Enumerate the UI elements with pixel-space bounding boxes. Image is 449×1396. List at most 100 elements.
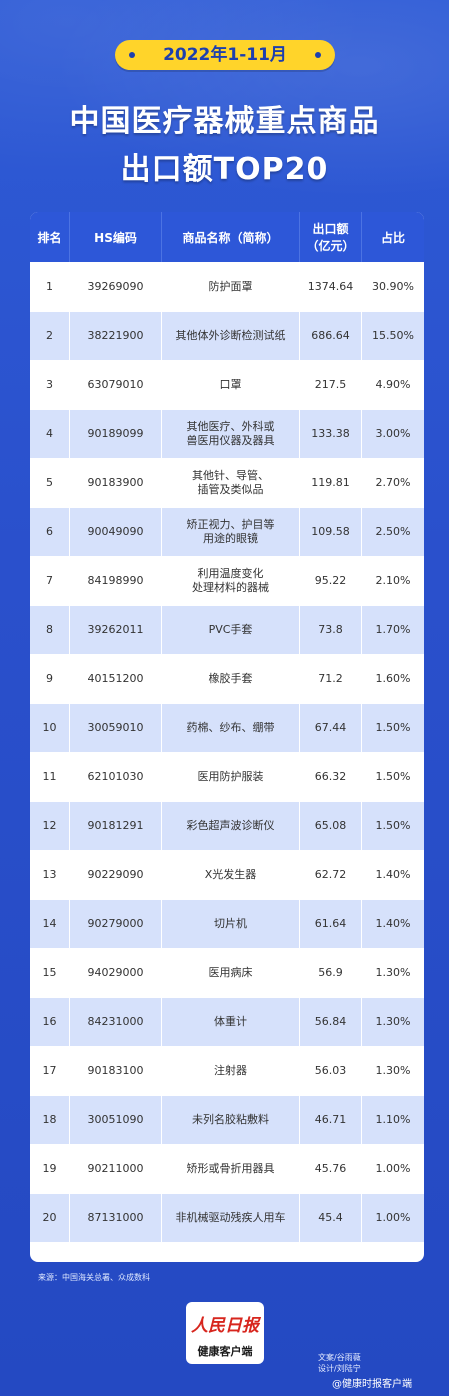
export-amount-cell: 217.5 <box>300 360 362 409</box>
table-row: 1 39269090 防护面罩 1374.64 30.90% <box>30 262 424 311</box>
share-cell: 1.70% <box>362 605 424 654</box>
credit-designer: 设计/刘陆宁 <box>318 1364 361 1373</box>
table-row: 10 30059010 药棉、纱布、绷带 67.44 1.50% <box>30 703 424 752</box>
credit-writer: 文案/谷雨薇 <box>318 1353 361 1362</box>
rank-cell: 7 <box>30 556 70 605</box>
table-row: 8 39262011 PVC手套 73.8 1.70% <box>30 605 424 654</box>
table-card: 排名 HS编码 商品名称（简称） 出口额 （亿元） 占比 1 39269090 防护面罩 13… <box>30 212 424 1262</box>
table-row: 5 90183900 其他针、导管、 插管及类似品 119.81 2.70% <box>30 458 424 507</box>
rank-cell: 10 <box>30 703 70 752</box>
table-row: 3 63079010 口罩 217.5 4.90% <box>30 360 424 409</box>
rank-cell: 13 <box>30 850 70 899</box>
product-name-cell: 未列名胶粘敷料 <box>162 1095 300 1144</box>
rank-cell: 19 <box>30 1144 70 1193</box>
table-row: 13 90229090 X光发生器 62.72 1.40% <box>30 850 424 899</box>
rank-cell: 16 <box>30 997 70 1046</box>
hs-code-cell: 40151200 <box>70 654 162 703</box>
source-note: 来源：中国海关总署、众成数科 <box>38 1273 150 1282</box>
hs-code-cell: 87131000 <box>70 1193 162 1242</box>
pill-dot-left <box>129 52 135 58</box>
table-row: 15 94029000 医用病床 56.9 1.30% <box>30 948 424 997</box>
rank-cell: 20 <box>30 1193 70 1242</box>
hs-code-cell: 39269090 <box>70 262 162 311</box>
logo-wordmark: 人民日报 <box>191 1316 259 1336</box>
rank-cell: 14 <box>30 899 70 948</box>
pill-dot-right <box>315 52 321 58</box>
table-row: 11 62101030 医用防护服装 66.32 1.50% <box>30 752 424 801</box>
export-amount-cell: 686.64 <box>300 311 362 360</box>
rank-cell: 17 <box>30 1046 70 1095</box>
rank-cell: 6 <box>30 507 70 556</box>
hs-code-cell: 38221900 <box>70 311 162 360</box>
rank-cell: 18 <box>30 1095 70 1144</box>
background-decoration <box>0 0 449 220</box>
rank-cell: 2 <box>30 311 70 360</box>
rank-cell: 4 <box>30 409 70 458</box>
export-table: 排名 HS编码 商品名称（简称） 出口额 （亿元） 占比 1 39269090 防护面罩 13… <box>30 212 424 1242</box>
share-cell: 1.50% <box>362 801 424 850</box>
export-amount-cell: 56.9 <box>300 948 362 997</box>
hs-code-cell: 39262011 <box>70 605 162 654</box>
rank-cell: 12 <box>30 801 70 850</box>
export-amount-cell: 119.81 <box>300 458 362 507</box>
product-name-cell: 其他医疗、外科或 兽医用仪器及器具 <box>162 409 300 458</box>
rank-cell: 9 <box>30 654 70 703</box>
product-name-cell: 医用防护服装 <box>162 752 300 801</box>
export-amount-cell: 45.76 <box>300 1144 362 1193</box>
product-name-cell: X光发生器 <box>162 850 300 899</box>
col-rank-header: 排名 <box>30 212 70 262</box>
share-cell: 1.30% <box>362 948 424 997</box>
product-name-cell: 口罩 <box>162 360 300 409</box>
table-row: 18 30051090 未列名胶粘敷料 46.71 1.10% <box>30 1095 424 1144</box>
hs-code-cell: 84198990 <box>70 556 162 605</box>
rank-cell: 8 <box>30 605 70 654</box>
export-amount-cell: 133.38 <box>300 409 362 458</box>
share-cell: 3.00% <box>362 409 424 458</box>
export-amount-cell: 66.32 <box>300 752 362 801</box>
product-name-cell: 彩色超声波诊断仪 <box>162 801 300 850</box>
export-amount-cell: 56.84 <box>300 997 362 1046</box>
publisher-logo: 人民日报 健康客户端 <box>186 1302 264 1364</box>
hs-code-cell: 30059010 <box>70 703 162 752</box>
share-cell: 2.50% <box>362 507 424 556</box>
export-amount-cell: 45.4 <box>300 1193 362 1242</box>
table-row: 4 90189099 其他医疗、外科或 兽医用仪器及器具 133.38 3.00% <box>30 409 424 458</box>
product-name-cell: 矫形或骨折用器具 <box>162 1144 300 1193</box>
hs-code-cell: 63079010 <box>70 360 162 409</box>
hs-code-cell: 84231000 <box>70 997 162 1046</box>
share-cell: 2.10% <box>362 556 424 605</box>
col-name-header: 商品名称（简称） <box>162 212 300 262</box>
rank-cell: 11 <box>30 752 70 801</box>
table-row: 2 38221900 其他体外诊断检测试纸 686.64 15.50% <box>30 311 424 360</box>
share-cell: 1.30% <box>362 1046 424 1095</box>
share-cell: 1.60% <box>362 654 424 703</box>
table-row: 19 90211000 矫形或骨折用器具 45.76 1.00% <box>30 1144 424 1193</box>
product-name-cell: 切片机 <box>162 899 300 948</box>
share-cell: 15.50% <box>362 311 424 360</box>
date-label: 2022年1-11月 <box>163 45 287 65</box>
rank-cell: 15 <box>30 948 70 997</box>
export-amount-cell: 56.03 <box>300 1046 362 1095</box>
share-cell: 4.90% <box>362 360 424 409</box>
share-cell: 30.90% <box>362 262 424 311</box>
table-row: 14 90279000 切片机 61.64 1.40% <box>30 899 424 948</box>
export-amount-cell: 1374.64 <box>300 262 362 311</box>
watermark: @健康时报客户端 <box>332 1379 412 1390</box>
logo-subtitle: 健康客户端 <box>197 1345 253 1358</box>
hs-code-cell: 62101030 <box>70 752 162 801</box>
rank-cell: 5 <box>30 458 70 507</box>
table-row: 7 84198990 利用温度变化 处理材料的器械 95.22 2.10% <box>30 556 424 605</box>
table-row: 6 90049090 矫正视力、护目等 用途的眼镜 109.58 2.50% <box>30 507 424 556</box>
product-name-cell: 其他针、导管、 插管及类似品 <box>162 458 300 507</box>
table-header-row: 排名 HS编码 商品名称（简称） 出口额 （亿元） 占比 <box>30 212 424 262</box>
product-name-cell: 利用温度变化 处理材料的器械 <box>162 556 300 605</box>
hs-code-cell: 90211000 <box>70 1144 162 1193</box>
col-share-header: 占比 <box>362 212 424 262</box>
product-name-cell: 橡胶手套 <box>162 654 300 703</box>
share-cell: 2.70% <box>362 458 424 507</box>
hs-code-cell: 90229090 <box>70 850 162 899</box>
table-body: 1 39269090 防护面罩 1374.64 30.90% 2 38221900 其他体外诊… <box>30 262 424 1242</box>
table-row: 16 84231000 体重计 56.84 1.30% <box>30 997 424 1046</box>
share-cell: 1.30% <box>362 997 424 1046</box>
product-name-cell: 其他体外诊断检测试纸 <box>162 311 300 360</box>
